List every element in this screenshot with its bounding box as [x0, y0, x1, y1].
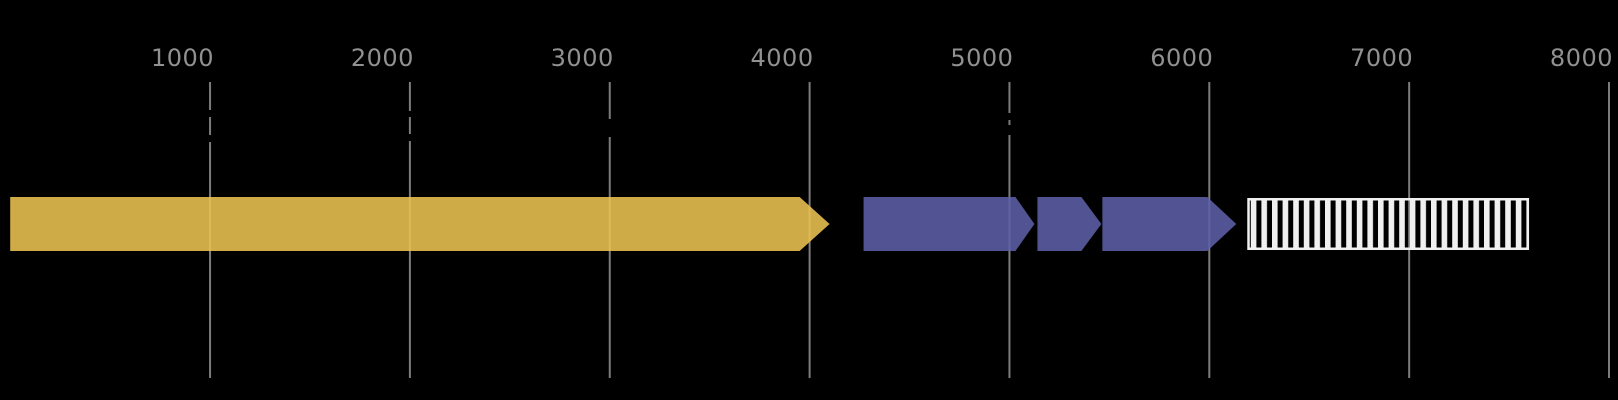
tick-label-6000: 6000	[1150, 46, 1213, 70]
tick-label-5000: 5000	[950, 46, 1013, 70]
gene-map-figure: 1000 2000 3000 4000 5000 6000 7000 8000	[0, 0, 1618, 400]
feature-4-arrow	[1102, 197, 1236, 251]
hidden-label-occlusion-2000-2	[404, 134, 416, 141]
feature-1-arrow	[10, 197, 829, 251]
hidden-label-occlusion-3000-1	[604, 119, 616, 137]
hidden-label-occlusion-1000-2	[204, 135, 216, 142]
hidden-label-occlusion-2000-1	[404, 111, 416, 117]
tick-label-8000: 8000	[1550, 46, 1613, 70]
feature-2-arrow	[864, 197, 1035, 251]
feature-5-hatched-box	[1249, 199, 1528, 249]
hidden-label-occlusion-5000-1	[1003, 113, 1015, 120]
features-group	[10, 197, 1528, 251]
tick-label-3000: 3000	[551, 46, 614, 70]
tick-label-7000: 7000	[1350, 46, 1413, 70]
hidden-label-occlusion-1000-1	[204, 110, 216, 117]
tick-label-4000: 4000	[751, 46, 814, 70]
tick-label-1000: 1000	[151, 46, 214, 70]
feature-3-arrow	[1037, 197, 1101, 251]
tick-label-2000: 2000	[351, 46, 414, 70]
hidden-label-occlusion-5000-2	[1003, 125, 1015, 135]
